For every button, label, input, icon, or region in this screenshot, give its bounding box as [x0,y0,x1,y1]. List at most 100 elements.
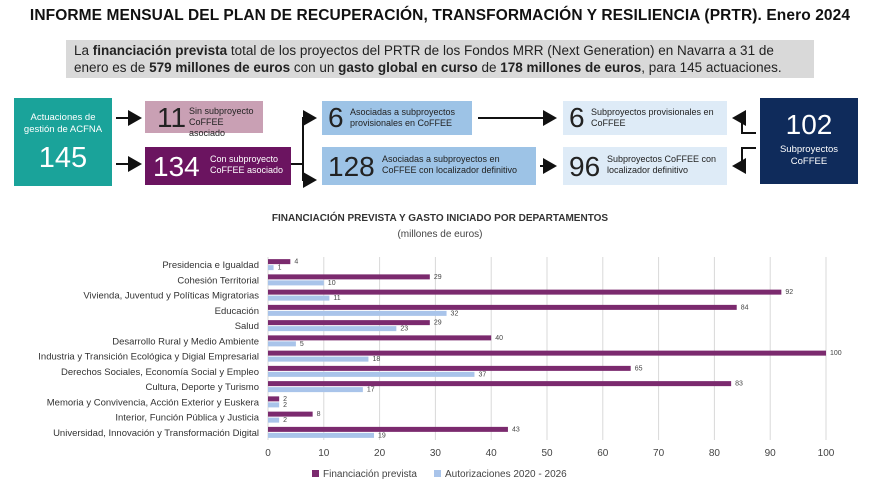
data-label: 2 [283,402,287,409]
bar-autorizaciones [268,341,296,347]
bar-financiacion [268,259,291,265]
x-tick-label: 80 [709,448,721,459]
data-label: 37 [478,371,486,378]
category-label: Cultura, Deporte y Turismo [145,382,259,393]
bar-financiacion [268,396,280,402]
bar-financiacion [268,426,508,432]
summary-text-1: La [74,43,93,58]
bar-autorizaciones [268,432,375,438]
data-label: 29 [434,274,442,281]
chart-subtitle: (millones de euros) [397,229,483,240]
bar-autorizaciones [268,417,280,423]
bar-autorizaciones [268,265,274,271]
category-label: Industria y Transición Ecológica y Digia… [38,352,259,363]
data-label: 8 [317,411,321,418]
asoc-def-label: Asociadas a subproyectos en CoFFEE con l… [382,154,518,175]
asoc-prov-box: 6 Asociadas a subproyectos provisionales… [322,101,472,135]
data-label: 11 [333,295,340,302]
legend-label: Autorizaciones 2020 - 2026 [445,469,567,480]
x-tick-label: 40 [486,448,498,459]
sin-label: Sin subproyecto CoFFEE asociado [189,106,254,138]
x-tick-label: 70 [653,448,665,459]
sub-prov-box: 6 Subproyectos provisionales en CoFFEE [563,101,727,135]
x-tick-label: 50 [541,448,553,459]
bar-financiacion [268,411,313,417]
sub-def-label: Subproyectos CoFFEE con localizador defi… [607,154,717,175]
data-label: 2 [283,417,287,424]
summary-text-3: con un [290,60,339,75]
data-label: 83 [735,381,743,388]
bar-financiacion [268,289,782,295]
summary-text-4: de [477,60,501,75]
summary-bold-1: financiación prevista [92,43,228,58]
x-tick-label: 60 [597,448,609,459]
arrow-total-def [732,147,756,174]
category-label: Educación [215,306,259,317]
bar-autorizaciones [268,371,475,377]
acfna-box: Actuaciones de gestión de ACFNA 145 [14,98,112,186]
data-label: 10 [328,280,336,287]
chart-title: FINANCIACIÓN PREVISTA Y GASTO INICIADO P… [271,213,609,224]
sub-total-box: 102 Subproyectos CoFFEE [760,98,858,184]
data-label: 2 [283,396,287,403]
summary-bold-4: 178 millones de euros [500,60,642,75]
con-subproyecto-box: 134 Con subproyecto CoFFEE asociado [145,147,291,185]
arrow-total-prov [732,110,756,134]
bar-autorizaciones [268,326,397,332]
x-tick-label: 0 [265,448,271,459]
bar-financiacion [268,274,430,280]
x-tick-label: 20 [374,448,386,459]
summary-bold-2: 579 millones de euros [149,60,291,75]
bar-autorizaciones [268,356,369,362]
data-label: 40 [495,335,503,342]
category-label: Salud [235,321,259,332]
sub-total-value: 102 [785,109,833,140]
acfna-value: 145 [38,142,88,174]
category-label: Interior, Función Pública y Justicia [115,413,259,424]
bar-financiacion [268,381,732,387]
category-label: Cohesión Territorial [177,275,259,286]
category-label: Vivienda, Juventud y Políticas Migratori… [83,291,259,302]
bar-financiacion [268,304,737,310]
legend-label: Financiación prevista [323,469,417,480]
data-label: 17 [367,387,375,394]
sub-prov-label: Subproyectos provisionales en CoFFEE [591,107,714,128]
sub-def-value: 96 [569,151,601,182]
asoc-prov-value: 6 [328,102,344,133]
bar-financiacion [268,320,430,326]
summary-text-5: , para 145 actuaciones. [641,60,782,75]
sub-def-box: 96 Subproyectos CoFFEE con localizador d… [563,147,727,185]
category-label: Derechos Sociales, Economía Social y Emp… [61,367,259,378]
arrow-to-asoc-prov [291,110,317,165]
asoc-def-value: 128 [328,151,375,182]
x-tick-label: 10 [318,448,330,459]
data-label: 100 [830,350,842,357]
summary-bold-3: gasto global en curso [338,60,478,75]
data-label: 43 [512,426,520,433]
summary-banner: La financiación prevista total de los pr… [66,40,814,78]
legend-swatch [312,470,319,477]
con-value: 134 [153,151,200,182]
acfna-label: Actuaciones de gestión de ACFNA [23,112,103,135]
bar-autorizaciones [268,387,363,393]
data-label: 1 [278,265,282,272]
data-label: 29 [434,320,442,327]
data-label: 18 [372,356,380,363]
asoc-def-box: 128 Asociadas a subproyectos en CoFFEE c… [322,147,536,185]
bar-autorizaciones [268,310,447,316]
con-label: Con subproyecto CoFFEE asociado [210,154,284,175]
bar-financiacion [268,350,826,356]
bar-financiacion [268,335,492,341]
data-label: 92 [785,289,793,296]
x-tick-label: 90 [765,448,777,459]
data-label: 19 [378,432,386,439]
asoc-prov-label: Asociadas a subproyectos provisionales e… [350,107,456,128]
x-tick-label: 30 [430,448,442,459]
data-label: 4 [294,259,298,266]
data-label: 5 [300,341,304,348]
flow-arrows [116,110,756,188]
arrow-to-asoc-def [302,164,317,188]
data-label: 65 [635,365,643,372]
data-label: 32 [451,310,459,317]
